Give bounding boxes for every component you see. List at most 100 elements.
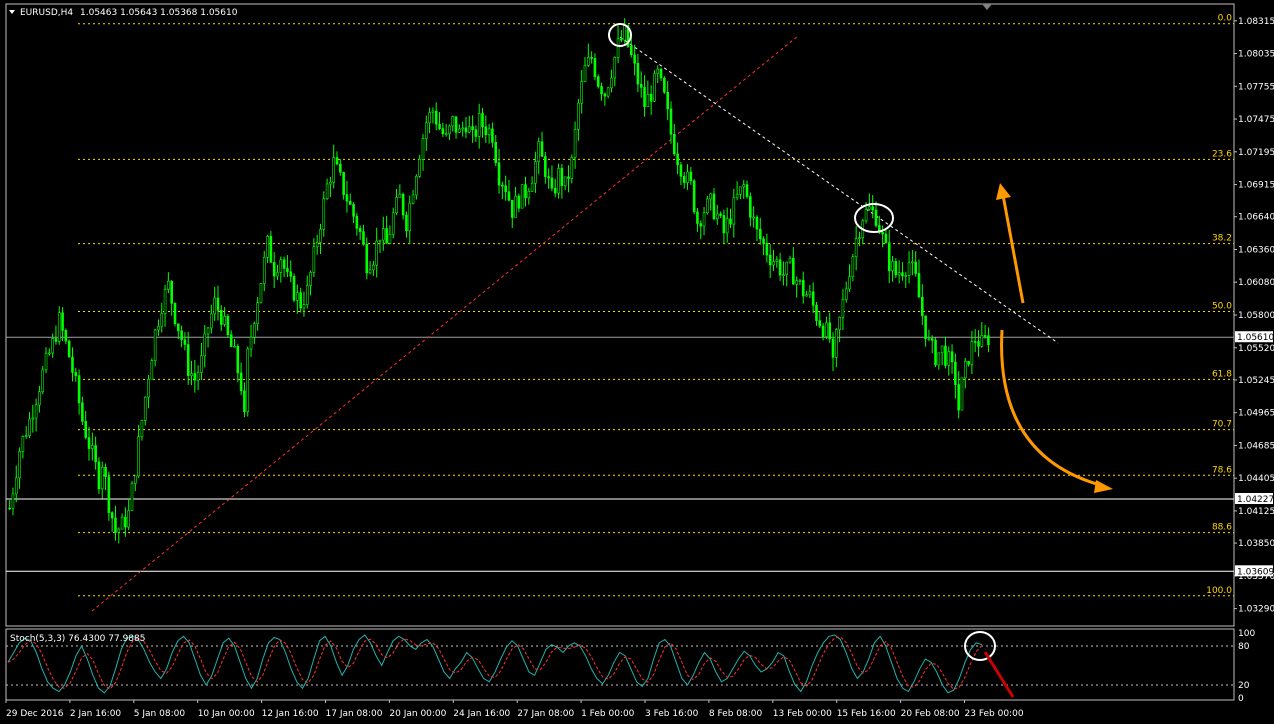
candle-body bbox=[844, 288, 848, 300]
candle-body bbox=[431, 110, 435, 113]
candle-body bbox=[917, 273, 921, 298]
stoch-main-line bbox=[7, 634, 983, 694]
price-tick-label: 1.03570 bbox=[1238, 572, 1274, 582]
time-tick-label: 24 Jan 16:00 bbox=[453, 709, 510, 719]
candle-body bbox=[603, 93, 607, 97]
bullish-scenario-arrow[interactable] bbox=[1001, 194, 1025, 304]
price-tick-label: 1.07475 bbox=[1238, 115, 1274, 125]
candle-body bbox=[679, 164, 683, 177]
stoch-axis-label: 100 bbox=[1238, 629, 1255, 639]
fib-level-label: 61.8 bbox=[1212, 369, 1232, 379]
candle-body bbox=[127, 510, 130, 528]
fib-level-label: 70.7 bbox=[1212, 420, 1232, 430]
collapse-triangle-icon[interactable] bbox=[9, 10, 15, 14]
candle-body bbox=[510, 199, 514, 218]
time-tick-label: 29 Dec 2016 bbox=[6, 709, 64, 719]
uptrend-line[interactable] bbox=[91, 35, 799, 612]
candle-body bbox=[272, 262, 276, 277]
candle-body bbox=[884, 233, 888, 243]
candle-body bbox=[167, 280, 170, 290]
candle-body bbox=[401, 193, 405, 216]
price-tick-label: 1.06360 bbox=[1238, 245, 1274, 255]
candle-body bbox=[143, 396, 147, 421]
candle-body bbox=[808, 291, 812, 296]
candle-body bbox=[206, 327, 210, 335]
candle-body bbox=[540, 141, 544, 157]
candle-body bbox=[355, 216, 359, 229]
candle-body bbox=[742, 184, 746, 188]
stoch-circle-marker[interactable] bbox=[964, 631, 996, 661]
candle-body bbox=[715, 213, 719, 220]
candle-body bbox=[160, 313, 164, 327]
time-tick-label: 5 Jan 08:00 bbox=[134, 709, 186, 719]
candle-body bbox=[124, 516, 127, 528]
candle-body bbox=[864, 209, 868, 222]
candle-body bbox=[851, 256, 855, 277]
candle-body bbox=[54, 338, 58, 342]
candle-body bbox=[421, 138, 425, 160]
candle-body bbox=[785, 261, 789, 275]
candle-body bbox=[841, 299, 845, 318]
candle-body bbox=[428, 112, 431, 124]
candle-body bbox=[243, 390, 246, 412]
candle-body bbox=[183, 339, 187, 345]
candle-body bbox=[424, 122, 428, 139]
candle-body bbox=[434, 110, 438, 125]
candle-body bbox=[325, 183, 329, 200]
candle-body bbox=[210, 313, 213, 329]
candle-body bbox=[34, 404, 38, 419]
candle-body bbox=[458, 128, 461, 133]
bearish-arrow-head bbox=[1094, 480, 1113, 493]
candle-body bbox=[193, 373, 197, 381]
candle-body bbox=[729, 218, 732, 225]
candle-body bbox=[686, 171, 689, 183]
candle-body bbox=[312, 246, 316, 273]
time-tick-label: 2 Jan 16:00 bbox=[70, 709, 122, 719]
stoch-axis-label: 80 bbox=[1238, 642, 1250, 652]
price-tick-label: 1.07195 bbox=[1238, 148, 1274, 158]
fib-level-label: 38.2 bbox=[1212, 234, 1232, 244]
candle-body bbox=[897, 272, 901, 276]
candle-body bbox=[950, 351, 954, 363]
candle-body bbox=[937, 352, 941, 366]
candle-body bbox=[768, 254, 772, 266]
candle-body bbox=[914, 261, 917, 274]
time-tick-label: 12 Jan 16:00 bbox=[262, 709, 319, 719]
candle-body bbox=[395, 197, 398, 214]
candle-body bbox=[735, 193, 739, 199]
candle-body bbox=[91, 445, 94, 449]
stoch-down-arrow[interactable] bbox=[983, 651, 1015, 698]
candle-body bbox=[51, 338, 54, 354]
candle-body bbox=[372, 264, 375, 271]
candle-body bbox=[474, 129, 478, 137]
candle-body bbox=[309, 271, 312, 286]
candle-body bbox=[339, 163, 342, 173]
chart-shift-marker-icon[interactable] bbox=[982, 4, 992, 10]
candle-body bbox=[385, 228, 388, 244]
candle-body bbox=[977, 341, 980, 347]
horizontal-lines-layer bbox=[6, 336, 1234, 572]
candle-body bbox=[762, 238, 765, 244]
bearish-scenario-arrow[interactable] bbox=[1000, 329, 1101, 487]
candle-body bbox=[659, 68, 663, 79]
candle-body bbox=[196, 372, 200, 381]
time-tick-label: 20 Jan 00:00 bbox=[389, 709, 446, 719]
candle-body bbox=[798, 280, 802, 282]
candle-body bbox=[983, 335, 987, 337]
time-tick-label: 13 Feb 00:00 bbox=[773, 709, 832, 719]
candle-body bbox=[352, 204, 355, 217]
candle-body bbox=[907, 262, 911, 276]
candle-body bbox=[405, 214, 408, 232]
candle-body bbox=[940, 345, 944, 354]
candle-body bbox=[778, 259, 782, 276]
candle-body bbox=[593, 57, 597, 78]
candle-body bbox=[289, 271, 293, 277]
candle-body bbox=[758, 228, 762, 240]
downtrend-line[interactable] bbox=[619, 36, 1059, 344]
candle-body bbox=[821, 325, 825, 337]
candle-body bbox=[226, 316, 230, 335]
lower-high-circle-marker[interactable] bbox=[854, 203, 894, 233]
current-price-tag: 1.05610 bbox=[1237, 333, 1274, 343]
price-tick-label: 1.05800 bbox=[1238, 311, 1274, 321]
top-circle-marker[interactable] bbox=[608, 23, 632, 47]
